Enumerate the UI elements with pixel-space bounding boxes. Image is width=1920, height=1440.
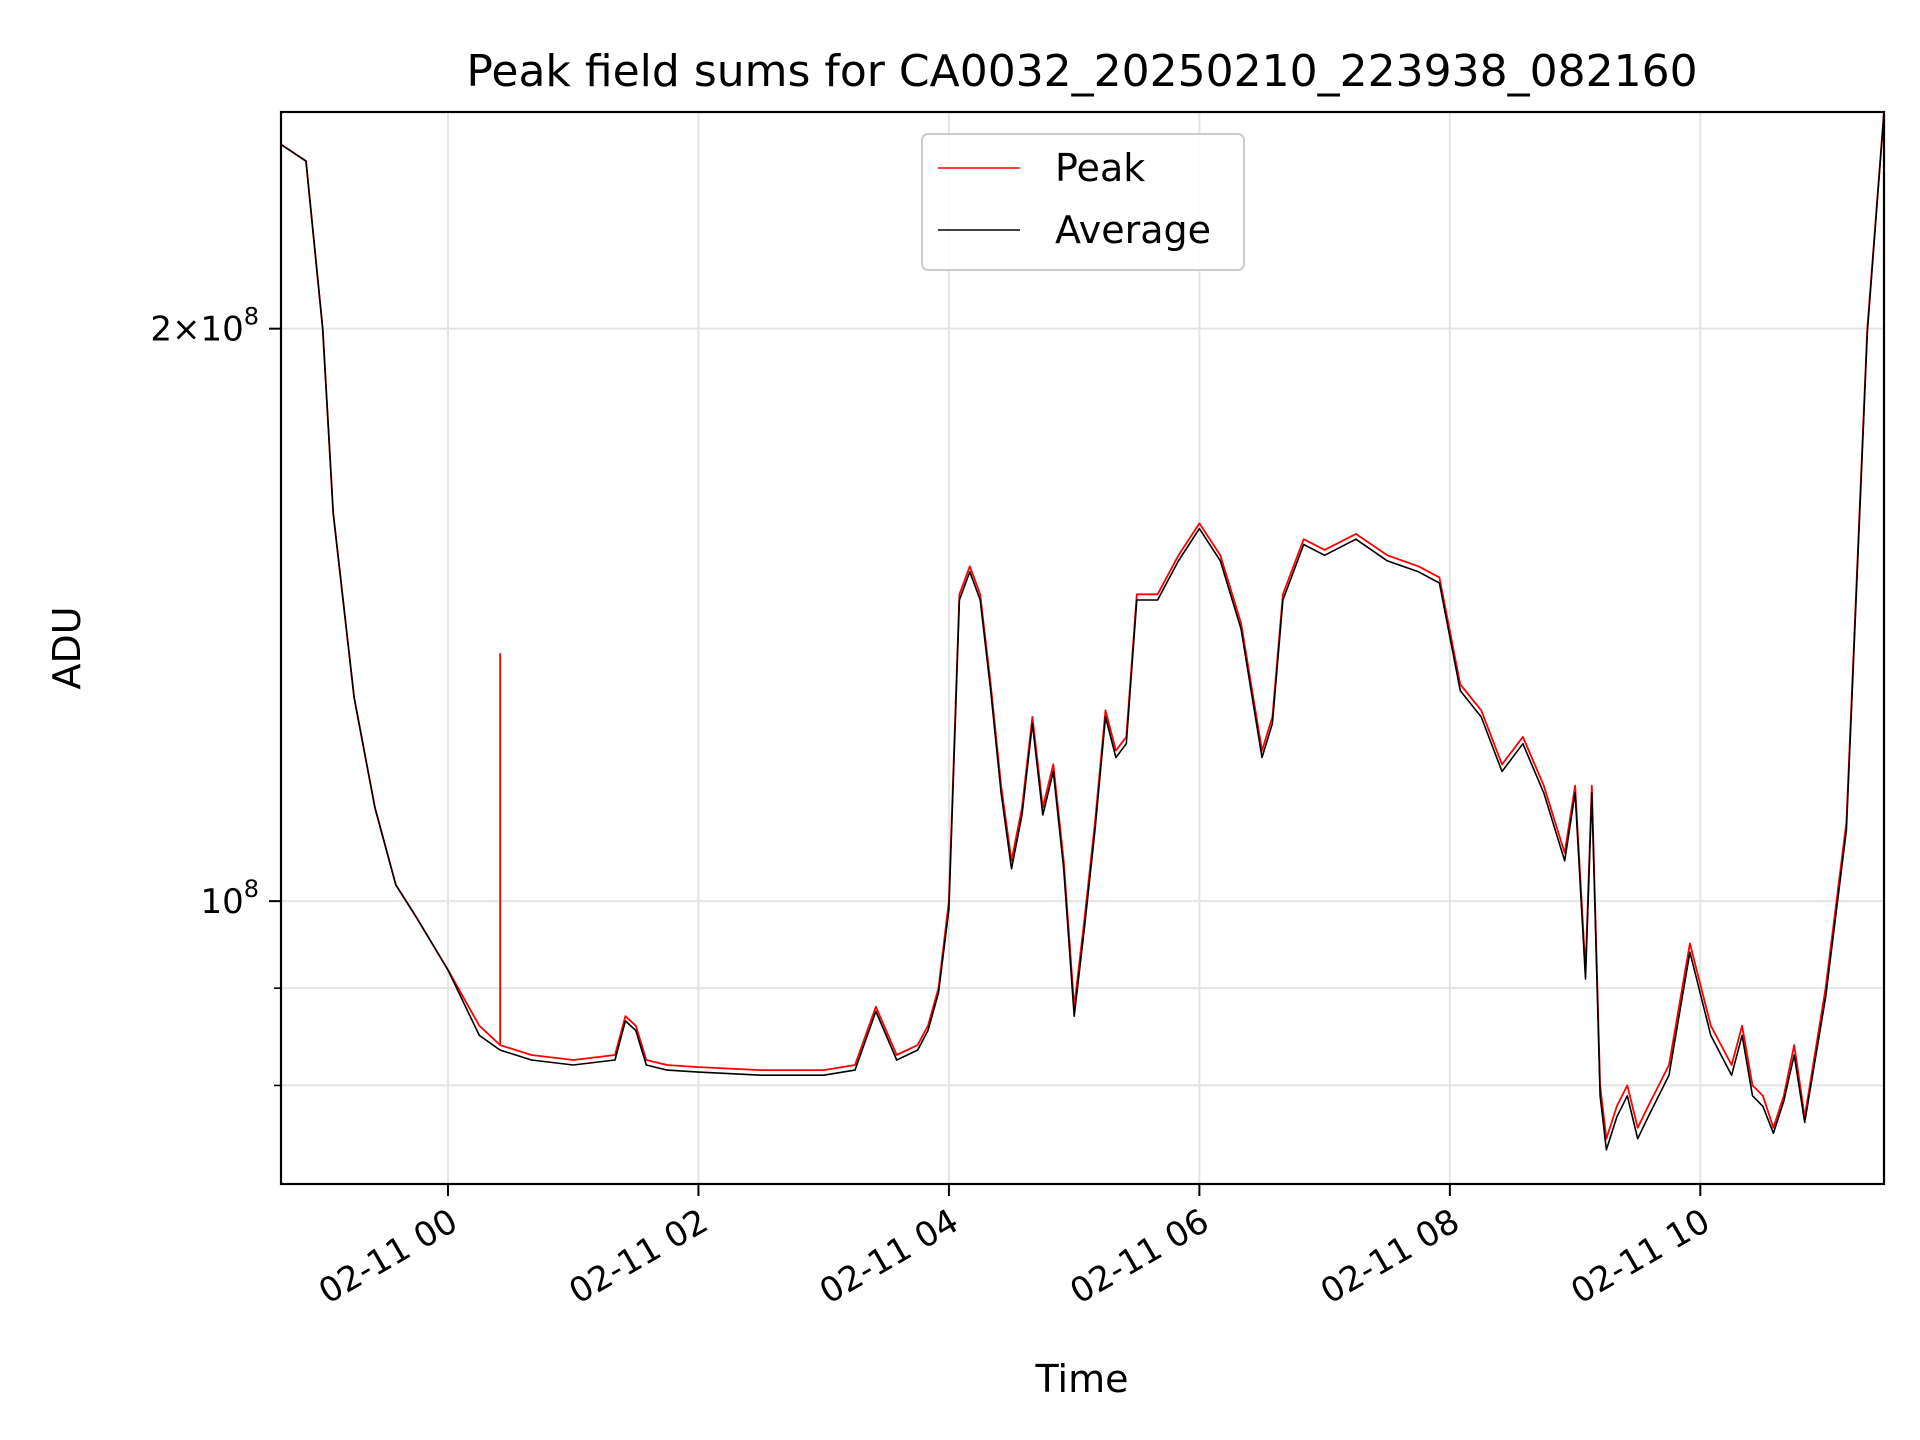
grid-lines bbox=[281, 112, 1884, 1184]
y-tick-exponent: 8 bbox=[244, 303, 259, 331]
legend-label-peak: Peak bbox=[1055, 146, 1145, 190]
y-tick-exponent: 8 bbox=[244, 875, 259, 903]
chart-title: Peak field sums for CA0032_20250210_2239… bbox=[466, 46, 1697, 97]
y-axis-label: ADU bbox=[45, 606, 89, 689]
x-axis-label: Time bbox=[1035, 1357, 1129, 1401]
plot-frame bbox=[279, 110, 1886, 1186]
series-group bbox=[281, 112, 1884, 1151]
legend-label-average: Average bbox=[1055, 208, 1211, 252]
series-line-average bbox=[281, 112, 1884, 1151]
legend: Peak Average bbox=[921, 133, 1245, 271]
y-tick-label: 2×108 bbox=[150, 303, 259, 350]
